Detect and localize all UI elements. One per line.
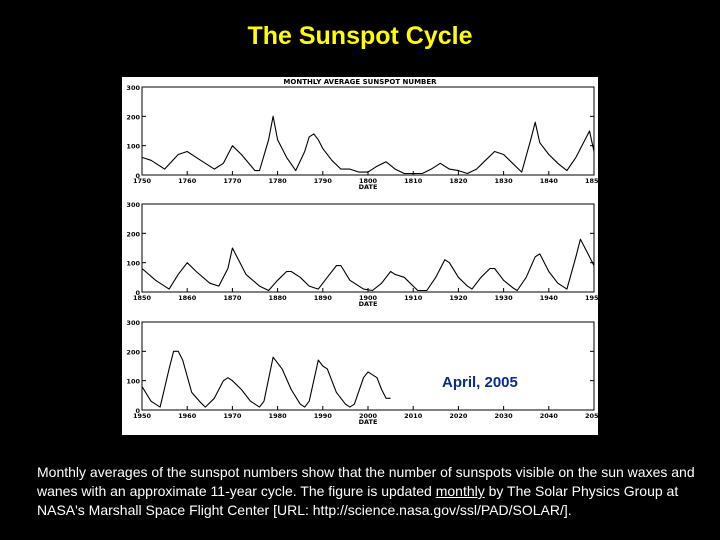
x-axis-label: DATE [359, 300, 378, 308]
chart-title: MONTHLY AVERAGE SUNSPOT NUMBER [283, 78, 437, 86]
y-tick-label: 0 [135, 407, 140, 415]
y-tick-label: 0 [135, 172, 140, 180]
sunspot-series-line [141, 350, 391, 408]
x-tick-label: 1900 [359, 294, 378, 302]
x-tick-label: 1980 [269, 412, 288, 420]
y-tick-label: 300 [126, 201, 140, 209]
sunspot-series-line [141, 238, 595, 292]
x-tick-label: 1850 [133, 294, 152, 302]
x-tick-label: 1940 [540, 294, 559, 302]
x-tick-label: 1990 [314, 412, 333, 420]
panel-frame [141, 203, 595, 293]
panel-frame [141, 321, 595, 411]
x-tick-label: 1890 [314, 294, 333, 302]
x-tick-label: 1950 [133, 412, 152, 420]
x-tick-label: 1850 [585, 177, 598, 185]
y-tick-label: 300 [126, 319, 140, 327]
monthly-link[interactable]: monthly [435, 483, 485, 499]
x-tick-label: 1840 [540, 177, 559, 185]
x-tick-label: 1920 [449, 294, 468, 302]
sunspot-chart: MONTHLY AVERAGE SUNSPOT NUMBER 0 100 200 300… [122, 77, 598, 435]
x-tick-label: 2020 [449, 412, 468, 420]
x-tick-label: 1750 [133, 177, 152, 185]
panel-frame [141, 86, 595, 176]
x-tick-label: 1770 [223, 177, 242, 185]
x-tick-label: 2050 [585, 412, 598, 420]
x-tick-label: 1950 [585, 294, 598, 302]
x-tick-label: 1880 [269, 294, 288, 302]
y-tick-label: 300 [126, 84, 140, 92]
x-tick-label: 1820 [449, 177, 468, 185]
x-tick-label: 2000 [359, 412, 378, 420]
y-tick-label: 100 [126, 378, 140, 386]
x-tick-label: 2040 [540, 412, 559, 420]
x-tick-label: 2010 [404, 412, 423, 420]
x-tick-label: 1860 [178, 294, 197, 302]
x-tick-label: 1830 [495, 177, 514, 185]
x-axis-label: DATE [359, 183, 378, 191]
x-tick-label: 1800 [359, 177, 378, 185]
y-tick-label: 100 [126, 260, 140, 268]
page-title: The Sunspot Cycle [247, 22, 473, 50]
y-tick-label: 200 [126, 230, 140, 238]
chart-svg: MONTHLY AVERAGE SUNSPOT NUMBER 0 100 200 300… [126, 78, 598, 426]
sunspot-series-line [141, 115, 595, 175]
update-date-label: April, 2005 [442, 374, 518, 391]
y-tick-label: 0 [135, 289, 140, 297]
caption-text-part2: by The Solar Physics Group at NASA's Mar… [37, 483, 679, 518]
figure-caption: Monthly averages of the sunspot numbers … [37, 463, 705, 520]
x-tick-label: 1910 [404, 294, 423, 302]
caption-text-part1: Monthly averages of the sunspot numbers … [37, 464, 695, 499]
x-tick-label: 1780 [269, 177, 288, 185]
x-tick-label: 1870 [223, 294, 242, 302]
y-tick-label: 200 [126, 113, 140, 121]
x-tick-label: 1930 [495, 294, 514, 302]
x-tick-label: 1970 [223, 412, 242, 420]
x-tick-label: 1760 [178, 177, 197, 185]
x-tick-label: 2030 [495, 412, 514, 420]
x-tick-label: 1960 [178, 412, 197, 420]
y-tick-label: 100 [126, 143, 140, 151]
x-tick-label: 1790 [314, 177, 333, 185]
x-axis-label: DATE [359, 418, 378, 426]
x-tick-label: 1810 [404, 177, 423, 185]
y-tick-label: 200 [126, 348, 140, 356]
